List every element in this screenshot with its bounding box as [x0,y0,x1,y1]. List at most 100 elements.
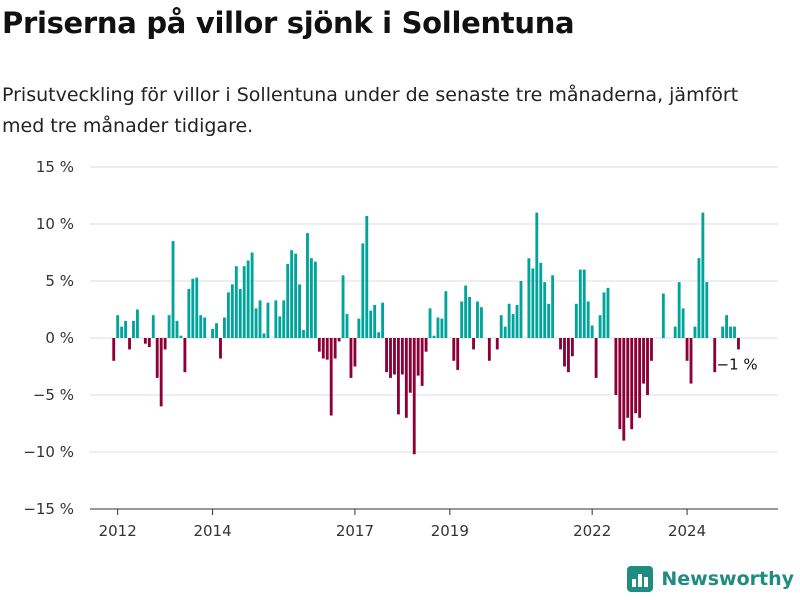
bar [306,233,309,338]
bar [381,302,385,338]
bar [187,288,191,338]
bar [112,338,116,361]
bar [128,338,131,350]
bar [527,258,531,338]
bar [567,338,570,373]
bar [238,288,242,338]
bar [614,338,618,395]
bar [183,338,187,373]
bar [147,338,151,348]
bar [230,284,234,338]
bar [428,308,432,338]
bar [487,338,491,361]
bar [705,282,709,338]
bar [171,241,175,338]
bar [594,338,598,378]
bar [310,258,313,338]
bar [606,287,610,338]
bar [211,328,214,338]
bar [317,338,321,352]
bar [535,212,539,338]
chart-subtitle: Prisutveckling för villor i Sollentuna u… [2,84,739,137]
bar [515,304,519,338]
bar [155,338,159,378]
bar [693,326,697,338]
bar [377,332,381,338]
y-tick-label: −15 % [23,500,74,518]
bar [472,338,475,350]
bar [650,338,653,361]
bar [274,300,278,338]
x-tick-label: 2019 [431,522,469,540]
bar [302,330,305,338]
bar [480,307,483,338]
bar [404,338,408,418]
bar [551,275,555,338]
bar [136,309,139,338]
bar [389,338,392,378]
bar [570,338,574,357]
bar [582,269,586,338]
bar [460,301,464,338]
bar [353,338,357,367]
bar [424,338,428,352]
bar [559,338,562,350]
bar [602,292,606,338]
bar [215,323,218,338]
bar [226,292,230,338]
bar-chart-logo-icon [627,566,654,592]
chart-title: Priserna på villor sjönk i Sollentuna [2,6,575,40]
bar [507,303,511,338]
bar [175,320,179,338]
bar [412,338,416,455]
bar [294,253,298,338]
bar [677,282,681,338]
bar [634,338,638,414]
bar [396,338,400,415]
bar [420,338,424,386]
bar [452,338,456,361]
bar [697,258,701,338]
bar [661,293,665,338]
bar [286,263,290,338]
bar [313,261,317,338]
bar [681,308,685,338]
bar [519,281,523,338]
bar [531,268,535,338]
bar [234,266,238,338]
bar [298,284,301,338]
bar [325,338,329,360]
bar [278,316,282,338]
bar [630,338,634,430]
bar [163,338,167,350]
bar [733,326,736,338]
y-tick-label: −5 % [33,386,74,404]
bar [290,250,294,338]
bar [673,326,677,338]
bars [112,212,740,455]
bar [329,338,333,416]
bar [468,296,472,338]
bar [539,262,543,338]
bar [223,317,226,338]
bar [195,277,199,338]
bar [179,335,183,338]
bar [365,216,369,338]
bar [408,338,412,393]
axes: −15 % −10 % −5 % 0 % 5 % 10 % 15 % 2012 2014 2017… [23,158,778,540]
bar [495,338,499,350]
bar [543,282,547,338]
bar [586,301,590,338]
bar [199,315,203,338]
bar [337,338,341,342]
x-tick-label: 2014 [193,522,231,540]
bar [440,318,444,338]
bar [369,310,373,338]
bar [622,338,626,441]
y-tick-label: 5 % [45,272,74,290]
bar [203,317,207,338]
bar [416,338,420,376]
x-tick-label: 2024 [668,522,706,540]
bar [385,338,388,373]
bar [436,317,440,338]
